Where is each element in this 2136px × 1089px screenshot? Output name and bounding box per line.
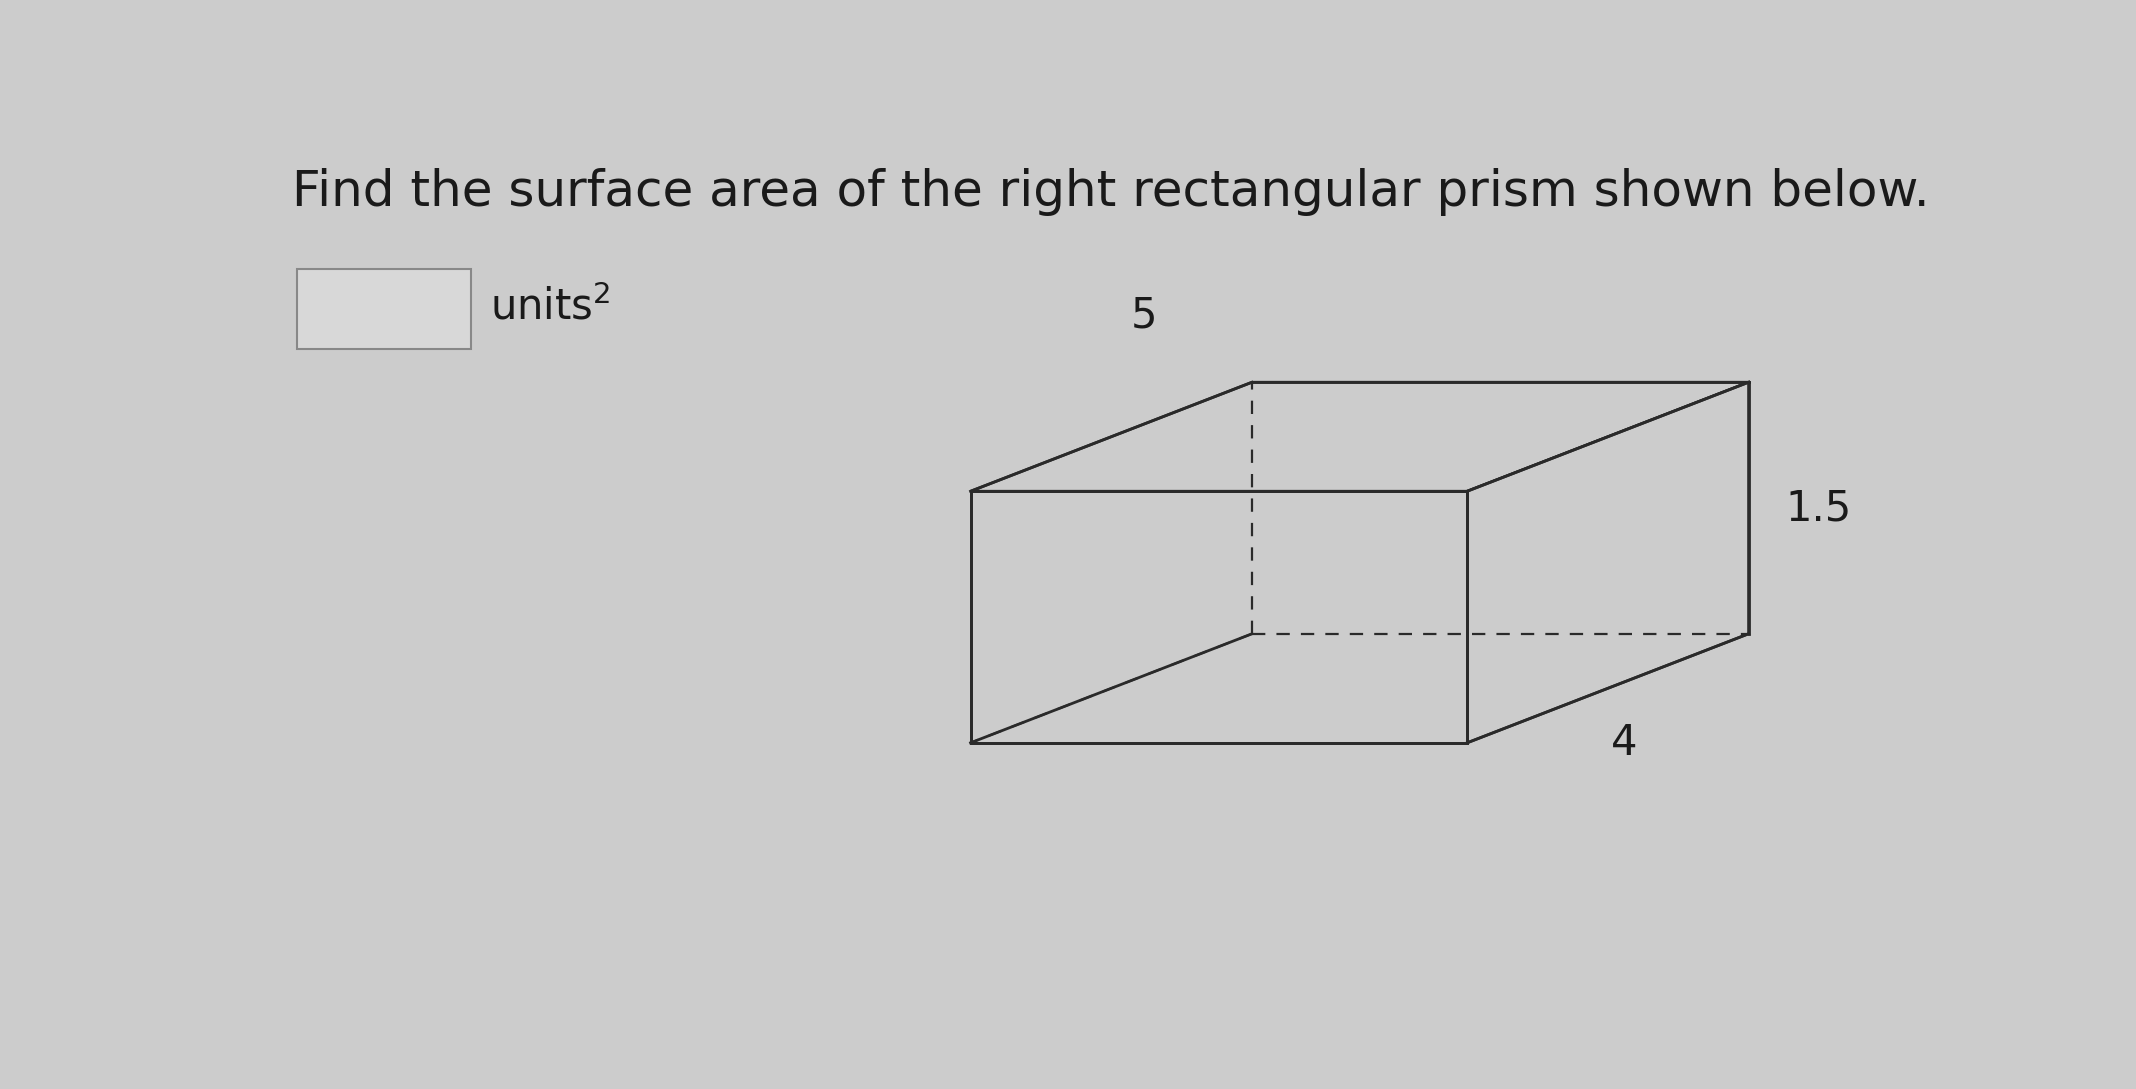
Polygon shape bbox=[970, 491, 1467, 743]
Polygon shape bbox=[1467, 382, 1749, 743]
Text: Find the surface area of the right rectangular prism shown below.: Find the surface area of the right recta… bbox=[293, 169, 1929, 217]
Text: 4: 4 bbox=[1611, 722, 1638, 763]
Text: units$^2$: units$^2$ bbox=[491, 285, 611, 328]
Text: 5: 5 bbox=[1132, 294, 1158, 337]
Text: 1.5: 1.5 bbox=[1786, 487, 1852, 529]
Bar bbox=[297, 269, 470, 348]
Polygon shape bbox=[970, 382, 1749, 491]
